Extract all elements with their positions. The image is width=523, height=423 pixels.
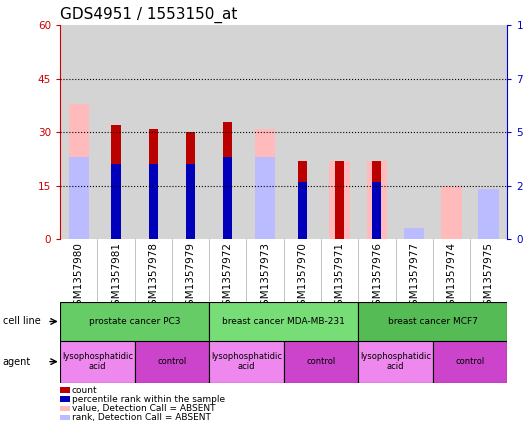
Text: GSM1357971: GSM1357971: [335, 242, 345, 312]
Text: control: control: [157, 357, 187, 366]
Bar: [283, 25, 321, 239]
Bar: [441, 186, 462, 239]
Bar: [149, 129, 158, 239]
Text: GSM1357972: GSM1357972: [223, 242, 233, 312]
Text: prostate cancer PC3: prostate cancer PC3: [89, 317, 180, 326]
Bar: [60, 302, 209, 341]
Text: GSM1357974: GSM1357974: [447, 242, 457, 312]
Text: count: count: [72, 385, 97, 395]
Bar: [283, 341, 358, 383]
Text: breast cancer MCF7: breast cancer MCF7: [388, 317, 477, 326]
Bar: [321, 25, 358, 239]
Bar: [335, 164, 344, 239]
Text: GDS4951 / 1553150_at: GDS4951 / 1553150_at: [60, 6, 237, 23]
Text: lysophosphatidic
acid: lysophosphatidic acid: [62, 352, 133, 371]
Bar: [135, 25, 172, 239]
Text: value, Detection Call = ABSENT: value, Detection Call = ABSENT: [72, 404, 215, 413]
Bar: [60, 341, 135, 383]
Text: GSM1357976: GSM1357976: [372, 242, 382, 312]
Bar: [69, 157, 89, 239]
Text: percentile rank within the sample: percentile rank within the sample: [72, 395, 225, 404]
Bar: [298, 161, 307, 239]
Text: GSM1357977: GSM1357977: [409, 242, 419, 312]
Text: GSM1357970: GSM1357970: [298, 242, 308, 312]
Text: GSM1357980: GSM1357980: [74, 242, 84, 312]
Bar: [404, 228, 424, 239]
Bar: [209, 341, 283, 383]
Bar: [298, 182, 307, 239]
Bar: [186, 164, 195, 239]
Bar: [60, 25, 97, 239]
Bar: [97, 25, 135, 239]
Bar: [358, 302, 507, 341]
Bar: [111, 125, 121, 239]
Bar: [372, 164, 381, 239]
Text: cell line: cell line: [3, 316, 40, 327]
Text: breast cancer MDA-MB-231: breast cancer MDA-MB-231: [222, 317, 345, 326]
Bar: [223, 121, 232, 239]
Bar: [135, 341, 209, 383]
Text: GSM1357973: GSM1357973: [260, 242, 270, 312]
Bar: [479, 189, 499, 239]
Bar: [433, 341, 507, 383]
Bar: [479, 189, 499, 239]
Text: control: control: [456, 357, 485, 366]
Bar: [209, 302, 358, 341]
Bar: [186, 132, 195, 239]
Bar: [358, 25, 395, 239]
Bar: [372, 161, 381, 239]
Bar: [335, 161, 344, 239]
Bar: [367, 161, 387, 239]
Bar: [172, 25, 209, 239]
Bar: [255, 129, 275, 239]
Text: GSM1357981: GSM1357981: [111, 242, 121, 312]
Bar: [404, 228, 424, 239]
Text: lysophosphatidic
acid: lysophosphatidic acid: [211, 352, 282, 371]
Bar: [246, 25, 283, 239]
Bar: [433, 25, 470, 239]
Bar: [470, 25, 507, 239]
Bar: [255, 157, 275, 239]
Text: control: control: [306, 357, 336, 366]
Bar: [69, 104, 89, 239]
Text: GSM1357979: GSM1357979: [186, 242, 196, 312]
Bar: [223, 157, 232, 239]
Text: rank, Detection Call = ABSENT: rank, Detection Call = ABSENT: [72, 413, 211, 423]
Bar: [329, 161, 350, 239]
Bar: [209, 25, 246, 239]
Text: agent: agent: [3, 357, 31, 367]
Bar: [149, 164, 158, 239]
Bar: [395, 25, 433, 239]
Text: lysophosphatidic
acid: lysophosphatidic acid: [360, 352, 431, 371]
Bar: [223, 157, 232, 239]
Bar: [358, 341, 433, 383]
Text: GSM1357975: GSM1357975: [484, 242, 494, 312]
Text: GSM1357978: GSM1357978: [149, 242, 158, 312]
Bar: [111, 164, 121, 239]
Bar: [372, 182, 381, 239]
